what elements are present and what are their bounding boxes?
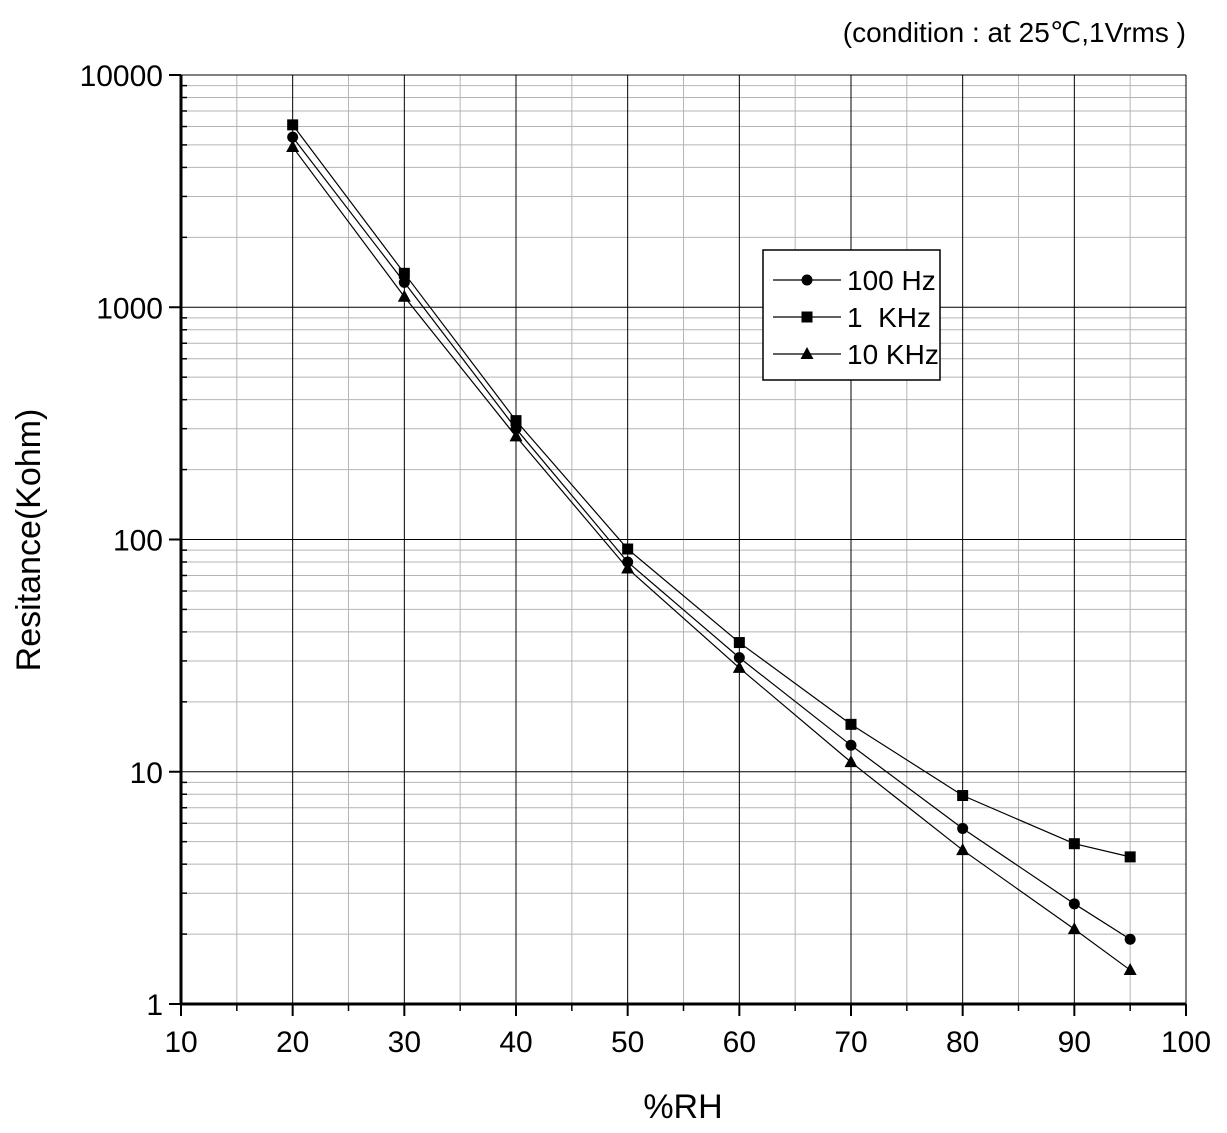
- data-point: [1124, 851, 1136, 863]
- data-point: [845, 718, 857, 730]
- data-point: [509, 429, 523, 442]
- y-tick-labels: 1 10 100 1000 10000: [80, 60, 163, 1022]
- data-point: [622, 543, 634, 555]
- data-point: [957, 790, 969, 802]
- x-tick-label: 50: [611, 1026, 644, 1059]
- y-tick-label: 1000: [96, 292, 163, 325]
- y-tick-label: 100: [113, 525, 163, 558]
- x-tick-label: 20: [276, 1026, 309, 1059]
- series-triangle: [286, 139, 1137, 976]
- x-tick-label: 40: [499, 1026, 532, 1059]
- legend-box: [762, 249, 941, 381]
- legend-marker: [801, 311, 813, 323]
- x-tick-label: 30: [388, 1026, 421, 1059]
- y-tick-label: 10: [130, 757, 163, 790]
- data-point: [733, 652, 745, 664]
- data-point: [398, 267, 410, 279]
- data-point: [286, 139, 300, 152]
- legend: 100 Hz 1 KHz 10 KHz: [762, 249, 941, 381]
- legend-label: 10 KHz: [847, 339, 939, 370]
- series-group: [286, 119, 1137, 976]
- data-point: [1068, 838, 1080, 850]
- data-point: [397, 289, 411, 302]
- legend-label: 1 KHz: [847, 302, 931, 333]
- x-tick-label: 90: [1058, 1026, 1091, 1059]
- data-point: [956, 843, 970, 856]
- data-point: [844, 755, 858, 768]
- data-point: [845, 739, 857, 751]
- legend-label: 100 Hz: [847, 265, 936, 296]
- series-line: [292, 146, 1131, 971]
- data-point: [621, 561, 635, 574]
- data-point: [287, 119, 299, 131]
- x-tick-label: 80: [946, 1026, 979, 1059]
- data-point: [510, 415, 522, 427]
- data-point: [732, 660, 746, 673]
- legend-marker: [800, 347, 814, 359]
- data-point: [1068, 898, 1080, 910]
- x-tick-labels: 10 20 30 40 50 60 70 80 90 100: [164, 1026, 1211, 1059]
- x-axis-title: %RH: [643, 1088, 722, 1126]
- x-tick-label: 100: [1161, 1026, 1211, 1059]
- y-axis-title: Resitance(Kohm): [10, 409, 48, 672]
- data-point: [287, 131, 299, 143]
- y-tick-label: 1: [146, 989, 163, 1022]
- series-line: [292, 124, 1131, 858]
- data-point: [398, 276, 410, 288]
- x-tick-label: 70: [834, 1026, 867, 1059]
- x-tick-label: 10: [164, 1026, 197, 1059]
- data-point: [957, 822, 969, 834]
- condition-note: (condition : at 25℃,1Vrms ): [843, 17, 1186, 48]
- grid: [180, 74, 1187, 1005]
- data-point: [1124, 933, 1136, 945]
- series-line: [292, 136, 1131, 940]
- data-point: [733, 637, 745, 649]
- x-tick-label: 60: [723, 1026, 756, 1059]
- data-point: [1067, 922, 1081, 935]
- series-square: [287, 119, 1136, 863]
- axis-ticks: [169, 74, 1187, 1016]
- data-point: [1123, 963, 1137, 976]
- y-tick-label: 10000: [80, 60, 163, 93]
- legend-marker: [801, 274, 813, 286]
